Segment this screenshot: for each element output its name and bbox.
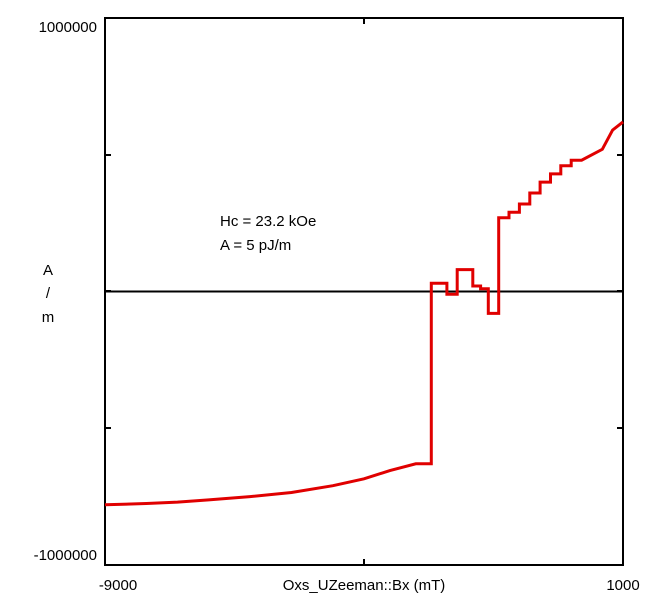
y-tick-label-top: 1000000 xyxy=(39,19,97,36)
annotation-hc: Hc = 23.2 kOe xyxy=(220,213,316,230)
y-axis-title-line-3: m xyxy=(42,309,55,326)
y-axis-title-line-1: A xyxy=(43,262,53,279)
magnetization-curve xyxy=(104,120,624,507)
annotation-a: A = 5 pJ/m xyxy=(220,237,291,254)
x-tick-label-left: -9000 xyxy=(99,577,137,594)
y-axis-title-line-2: / xyxy=(46,285,51,302)
x-tick-label-right: 1000 xyxy=(606,577,639,594)
y-tick-label-bottom: -1000000 xyxy=(34,547,97,564)
x-axis-title: Oxs_UZeeman::Bx (mT) xyxy=(283,577,446,594)
